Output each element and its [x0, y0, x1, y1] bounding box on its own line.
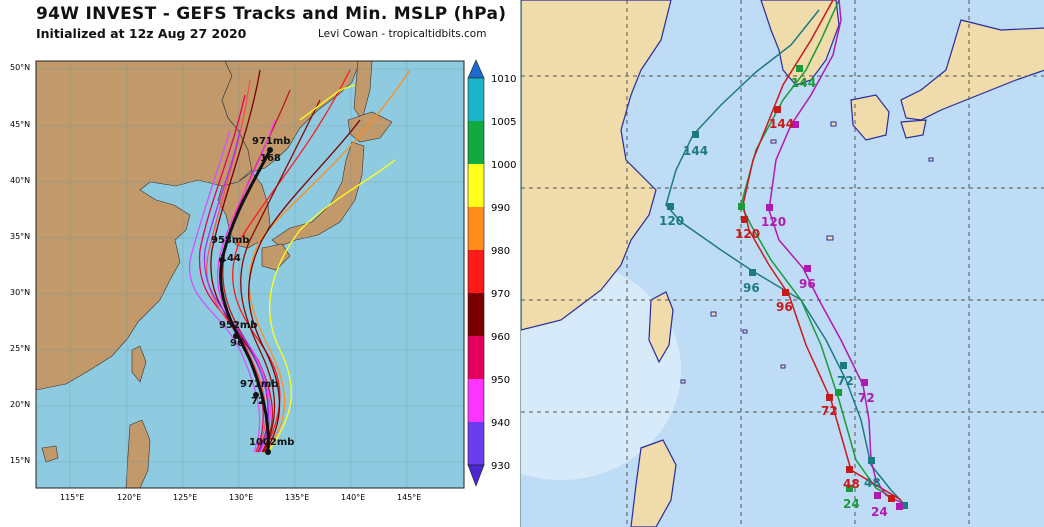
colorbar-top-arrow	[467, 59, 485, 79]
colorbar-tick: 1010	[491, 74, 517, 85]
teal-track	[665, 9, 907, 507]
korea-land	[760, 0, 840, 86]
japan-shikoku	[900, 119, 927, 139]
track-hour-label: 24	[871, 505, 888, 519]
ensemble-tracks	[188, 69, 411, 453]
lat-label: 40°N	[10, 176, 31, 185]
model-tracks-panel: 144 144 144 120 120 120 96 96 96 72 72 7…	[520, 0, 1044, 527]
track-hour-label: 48	[843, 477, 860, 491]
chart-title: 94W INVEST - GEFS Tracks and Min. MSLP (…	[36, 4, 507, 24]
purple-track	[768, 0, 907, 506]
taiwan	[131, 345, 147, 383]
tracks-map-svg	[521, 0, 1044, 527]
colorbar-tick: 970	[491, 289, 511, 300]
lat-label: 30°N	[10, 288, 31, 297]
ensemble-mean-track	[219, 149, 272, 453]
gefs-map-svg	[35, 60, 465, 489]
mean-label-72-pressure: 971mb	[240, 379, 279, 390]
gefs-tracks-panel: 94W INVEST - GEFS Tracks and Min. MSLP (…	[0, 0, 520, 527]
small-islands	[680, 121, 934, 384]
lon-label: 135°E	[285, 493, 310, 502]
colorbar-tick: 1000	[491, 160, 517, 171]
track-hour-label: 120	[735, 227, 761, 241]
lat-label: 50°N	[10, 63, 31, 72]
lon-label: 115°E	[60, 493, 85, 502]
track-hour-label: 144	[769, 117, 795, 131]
colorbar-swatch	[468, 293, 484, 336]
lat-label: 15°N	[10, 456, 31, 465]
green-markers	[738, 65, 853, 492]
green-track	[740, 0, 897, 501]
kyushu	[261, 243, 291, 271]
track-hour-label: 72	[821, 404, 838, 418]
colorbar-swatch	[468, 422, 484, 465]
track-hour-label: 144	[791, 76, 817, 90]
mean-label-72-hour: 72	[251, 396, 265, 407]
mean-label-144-hour: 144	[220, 253, 241, 264]
colorbar-swatch	[468, 78, 484, 121]
lat-label: 25°N	[10, 344, 31, 353]
lon-label: 130°E	[229, 493, 254, 502]
track-hour-label: 96	[799, 277, 816, 291]
hokkaido	[347, 111, 393, 143]
track-hour-label: 120	[659, 214, 685, 228]
sakhalin	[353, 61, 373, 121]
mean-label-144-pressure: 958mb	[211, 235, 250, 246]
track-hour-label: 72	[858, 391, 875, 405]
colorbar-tick: 990	[491, 203, 511, 214]
colorbar-swatch	[468, 164, 484, 207]
red-track	[742, 0, 902, 501]
luzon-land	[630, 439, 677, 527]
colorbar-swatch	[468, 121, 484, 164]
lon-label: 140°E	[341, 493, 366, 502]
colorbar-tick: 980	[491, 246, 511, 257]
teal-markers	[667, 131, 908, 509]
mean-label-168-hour: 168	[260, 153, 281, 164]
colorbar-swatch	[468, 207, 484, 250]
track-hour-label: 96	[776, 300, 793, 314]
colorbar-tick: 950	[491, 375, 511, 386]
chart-subtitle: Initialized at 12z Aug 27 2020	[36, 26, 247, 41]
colorbar-tick: 940	[491, 418, 511, 429]
lon-label: 125°E	[173, 493, 198, 502]
track-hour-label: 120	[761, 215, 787, 229]
chart-credit: Levi Cowan - tropicaltidbits.com	[318, 28, 487, 40]
colorbar-bottom-arrow	[467, 464, 485, 487]
red-markers	[741, 106, 895, 502]
track-hour-label: 72	[837, 374, 854, 388]
mean-label-168-pressure: 971mb	[252, 136, 291, 147]
lon-label: 120°E	[117, 493, 142, 502]
colorbar-swatch	[468, 379, 484, 422]
map-frame	[35, 60, 465, 489]
lat-label: 20°N	[10, 400, 31, 409]
japan-honshu	[900, 19, 1044, 121]
lat-label: 35°N	[10, 232, 31, 241]
mean-label-initial-pressure: 1002mb	[249, 437, 295, 448]
colorbar-tick: 930	[491, 461, 511, 472]
mean-label-96-hour: 96	[230, 338, 244, 349]
track-hour-label: 24	[843, 497, 860, 511]
hainan	[41, 445, 59, 463]
track-hour-label: 48	[864, 476, 881, 490]
colorbar-tick: 1005	[491, 117, 517, 128]
mean-label-96-pressure: 952mb	[219, 320, 258, 331]
china-mainland	[521, 0, 672, 331]
taiwan-land	[648, 291, 674, 364]
mean-track-points	[219, 147, 273, 455]
track-hour-label: 96	[743, 281, 760, 295]
track-hour-label: 144	[683, 144, 709, 158]
japan-kyushu	[850, 94, 890, 141]
luzon	[125, 419, 151, 488]
lat-label: 45°N	[10, 120, 31, 129]
colorbar-swatch	[468, 336, 484, 379]
lon-label: 145°E	[397, 493, 422, 502]
purple-markers	[766, 121, 903, 510]
colorbar	[467, 59, 485, 487]
colorbar-swatch	[468, 250, 484, 293]
colorbar-tick: 960	[491, 332, 511, 343]
map-gridlines	[36, 61, 464, 488]
